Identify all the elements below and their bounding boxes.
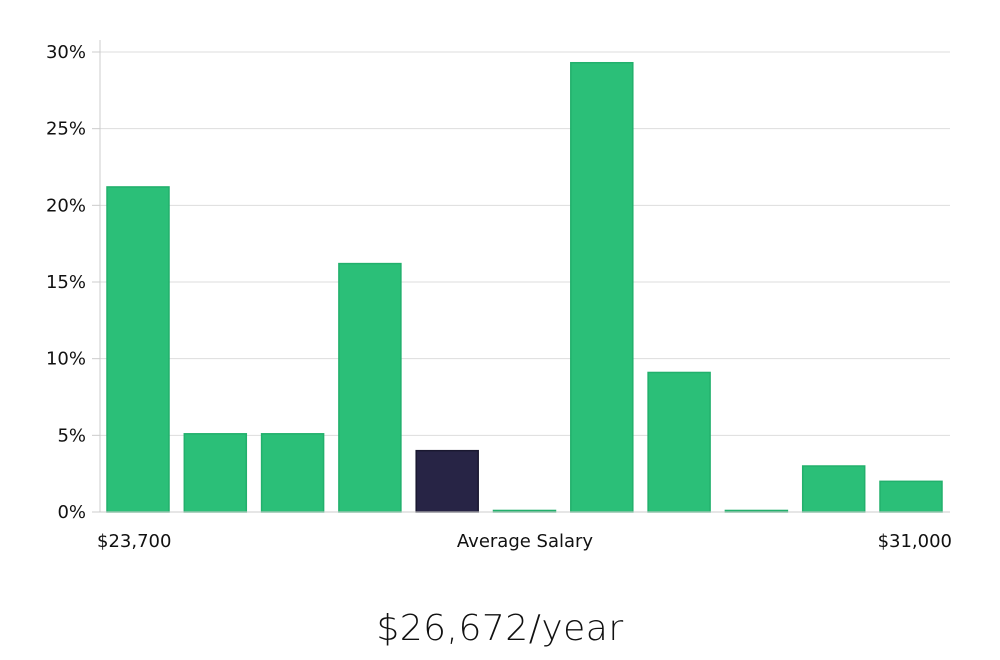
x-axis-title: Average Salary bbox=[457, 531, 594, 552]
salary-distribution-chart: 0% 5% 10% 15% 20% 25% 30% $23,700 Average Sala… bbox=[46, 40, 952, 552]
y-tick-label: 15% bbox=[46, 272, 86, 293]
bar bbox=[647, 371, 711, 513]
y-axis-ticks: 0% 5% 10% 15% 20% 25% 30% bbox=[46, 42, 100, 523]
bar bbox=[183, 433, 248, 513]
bar bbox=[570, 61, 634, 513]
bar bbox=[338, 262, 402, 513]
y-tick-label: 10% bbox=[46, 349, 86, 370]
y-tick-label: 20% bbox=[46, 195, 86, 216]
bar-highlighted bbox=[415, 449, 479, 513]
y-tick-label: 5% bbox=[57, 425, 86, 446]
y-tick-label: 0% bbox=[57, 502, 86, 523]
bars bbox=[106, 61, 943, 513]
bar bbox=[260, 433, 325, 513]
bar bbox=[106, 186, 170, 513]
average-salary-value: $26,672/year bbox=[376, 608, 624, 649]
bar bbox=[801, 465, 866, 513]
grid-layer bbox=[100, 51, 950, 436]
y-tick-label: 25% bbox=[46, 119, 86, 140]
x-axis-min-label: $23,700 bbox=[97, 531, 171, 552]
x-axis-max-label: $31,000 bbox=[878, 531, 952, 552]
bar bbox=[879, 480, 943, 513]
y-tick-label: 30% bbox=[46, 42, 86, 63]
